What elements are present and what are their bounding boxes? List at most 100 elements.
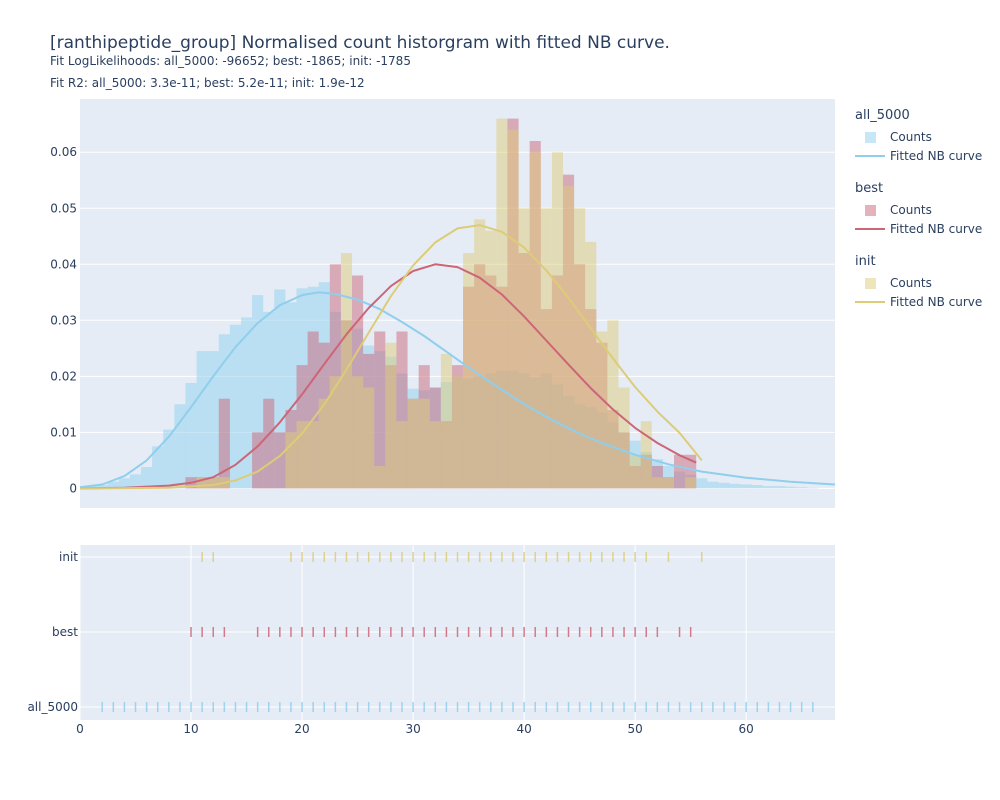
histogram-bar	[352, 376, 364, 489]
legend-item-label: Counts	[890, 275, 932, 290]
histogram-bar	[229, 324, 241, 489]
legend-item-init-curve[interactable]: Fitted NB curve	[855, 292, 995, 311]
histogram-bar	[240, 317, 253, 489]
histogram-bar	[518, 208, 530, 489]
x-tick-label: 0	[76, 722, 84, 736]
rug-plot: init best all_5000 0 10 20 30 40 50 60	[27, 545, 835, 736]
histogram-bar	[263, 398, 275, 489]
legend-bar-swatch	[855, 130, 885, 144]
histogram-bar	[141, 467, 153, 489]
histogram-bar	[385, 342, 397, 489]
histogram-bar	[496, 118, 508, 489]
histogram-bar	[407, 398, 419, 489]
histogram-bar	[374, 465, 386, 489]
histogram-bar	[796, 487, 808, 489]
rug-best	[190, 627, 692, 637]
x-tick-label: 30	[405, 722, 420, 736]
histogram-bar	[307, 331, 319, 489]
legend-group-init[interactable]: init Counts Fitted NB curve	[855, 253, 995, 311]
histogram-bar	[218, 398, 230, 489]
histogram-bar	[129, 474, 142, 489]
histogram-bar	[118, 478, 130, 489]
histogram-bar	[729, 483, 741, 489]
histogram-bar	[740, 484, 752, 489]
histogram-plot: 0 0.01 0.02 0.03 0.04 0.05 0.06	[50, 99, 836, 508]
histogram-bar	[152, 446, 164, 489]
chart-title: [ranthipeptide_group] Normalised count h…	[50, 33, 670, 53]
fitted-curve-init	[79, 224, 703, 490]
histogram-bar	[451, 376, 464, 489]
histogram-bar	[307, 421, 319, 489]
histogram-bar	[618, 387, 630, 489]
histogram-bar	[163, 429, 175, 489]
legend-bar-swatch	[855, 276, 885, 290]
histogram-bar	[507, 129, 519, 489]
histogram-bar	[96, 485, 108, 489]
histogram-bar	[296, 421, 308, 489]
histogram-bar	[551, 152, 563, 489]
histogram-bar	[662, 477, 675, 489]
legend-item-all_5000-curve[interactable]: Fitted NB curve	[855, 146, 995, 165]
legend-group-all_5000[interactable]: all_5000 Counts Fitted NB curve	[855, 107, 995, 165]
legend-group-title: init	[855, 254, 876, 269]
x-tick-label: 50	[628, 722, 643, 736]
legend-bar-swatch	[855, 203, 885, 217]
chart-subtitle-r2: Fit R2: all_5000: 3.3e-11; best: 5.2e-11…	[50, 76, 365, 90]
histogram-bar	[174, 404, 186, 489]
y-tick-label: 0	[69, 481, 77, 495]
histogram-bar	[529, 152, 541, 489]
rug-category-label: init	[59, 550, 78, 564]
legend-line-swatch	[855, 295, 885, 309]
histogram-bar	[651, 477, 663, 489]
fitted-curve-best	[79, 263, 697, 490]
x-tick-label: 60	[739, 722, 754, 736]
histogram-bar	[773, 486, 786, 489]
rug-init	[201, 552, 703, 562]
y-tick-label: 0.06	[50, 145, 77, 159]
histogram-bar	[196, 351, 208, 489]
histogram-bar	[685, 454, 697, 489]
histogram-bar	[329, 376, 341, 489]
histogram-bar	[285, 302, 297, 489]
histogram-bar	[463, 253, 475, 489]
y-tick-label: 0.01	[50, 425, 77, 439]
histogram-bar	[629, 454, 641, 489]
x-tick-label: 40	[516, 722, 531, 736]
histogram-bar	[185, 383, 197, 489]
legend-item-best-counts[interactable]: Counts	[855, 200, 995, 219]
histogram-bar	[585, 241, 597, 489]
legend-group-best[interactable]: best Counts Fitted NB curve	[855, 180, 995, 238]
histogram-bar	[718, 482, 730, 489]
histogram-bar	[207, 477, 219, 489]
histogram-bar	[707, 481, 719, 489]
bars-init	[196, 118, 697, 489]
histogram-bar	[596, 331, 608, 489]
histogram-bar	[396, 421, 408, 489]
x-tick-label: 20	[294, 722, 309, 736]
y-tick-label: 0.03	[50, 313, 77, 327]
legend-item-label: Counts	[890, 129, 932, 144]
legend-group-title: best	[855, 181, 884, 196]
histogram-bar	[762, 486, 774, 489]
rug-category-label: best	[52, 625, 78, 639]
histogram-bar	[252, 432, 264, 489]
legend-item-label: Fitted NB curve	[890, 148, 983, 163]
rug-all_5000	[101, 702, 814, 712]
histogram-bar	[274, 289, 286, 489]
histogram-bar	[696, 478, 708, 489]
chart-subtitle-loglik: Fit LogLikelihoods: all_5000: -96652; be…	[50, 54, 411, 68]
histogram-bar	[574, 208, 586, 489]
legend-item-best-curve[interactable]: Fitted NB curve	[855, 219, 995, 238]
legend-item-all_5000-counts[interactable]: Counts	[855, 127, 995, 146]
legend-item-label: Counts	[890, 202, 932, 217]
histogram-bar	[318, 398, 330, 489]
legend[interactable]: all_5000 Counts Fitted NB curve best Cou…	[855, 107, 995, 326]
histogram-bar	[807, 487, 819, 489]
legend-item-init-counts[interactable]: Counts	[855, 273, 995, 292]
legend-line-swatch	[855, 222, 885, 236]
histogram-bar	[640, 421, 652, 489]
fitted-curve-all_5000	[79, 291, 836, 489]
histogram-bar	[396, 331, 408, 489]
histogram-bar	[485, 230, 497, 489]
